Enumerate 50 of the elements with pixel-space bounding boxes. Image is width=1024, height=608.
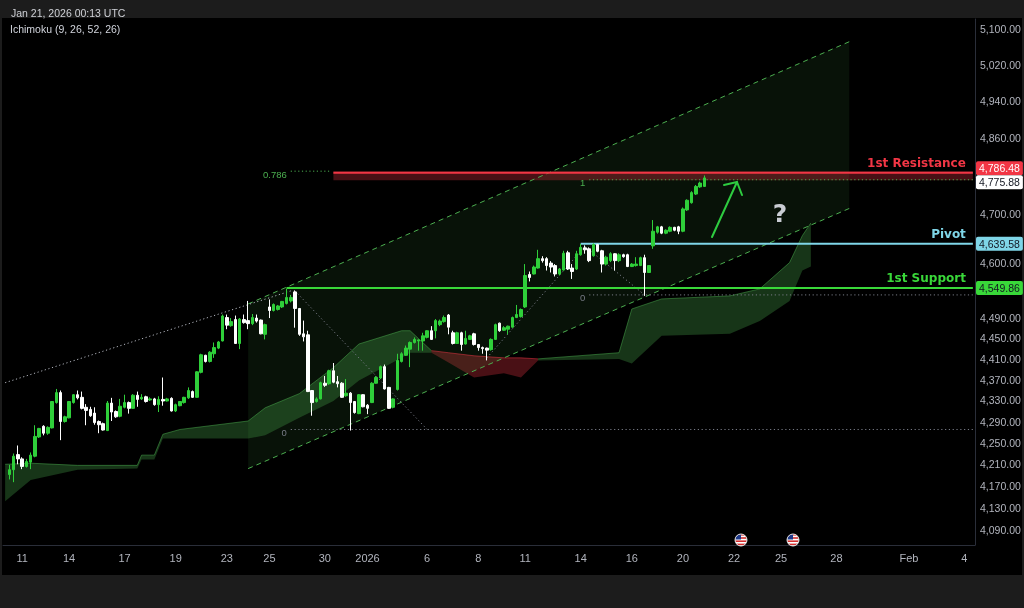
x-tick-label: 19 — [169, 551, 182, 564]
x-tick-label: 22 — [728, 551, 741, 564]
x-tick-label: 25 — [774, 551, 788, 564]
x-tick-label: Feb — [899, 551, 919, 564]
x-tick-label: 11 — [519, 551, 531, 564]
x-tick-label: 2026 — [355, 551, 380, 564]
x-tick-label: 8 — [475, 551, 482, 564]
x-tick-label: 28 — [830, 551, 843, 564]
y-tick-label: 5,100.00 — [980, 22, 1022, 35]
y-tick-label: 4,250.00 — [980, 436, 1022, 449]
y-tick-label: 4,090.00 — [980, 523, 1022, 536]
legend-label: 1st Resistance — [867, 155, 966, 170]
y-tick-label: 4,170.00 — [980, 479, 1022, 492]
data-label: 4,549.86 — [979, 281, 1021, 294]
y-tick-label: 4,330.00 — [980, 394, 1022, 407]
series-label: Pivot — [931, 226, 967, 241]
chart-title: Jan 21, 2026 00:13 UTC — [11, 6, 126, 19]
annotation: ? — [772, 198, 788, 228]
x-tick-label: 14 — [62, 551, 76, 564]
y-tick-label: 4,410.00 — [980, 352, 1022, 365]
x-tick-label: 30 — [318, 551, 331, 564]
x-tick-label: 11 — [16, 551, 28, 564]
series-label: 0 — [579, 292, 586, 304]
data-label: 4,639.58 — [979, 237, 1021, 250]
y-tick-label: 4,600.00 — [980, 257, 1022, 270]
y-tick-label: 5,020.00 — [980, 58, 1022, 71]
x-tick-label: 16 — [625, 551, 638, 564]
text: 4,775.88 — [979, 176, 1020, 189]
series-label: 0 — [281, 426, 287, 438]
data-label: 4,786.48 — [979, 162, 1021, 175]
x-tick-label: 20 — [676, 551, 690, 564]
x-tick-label: 14 — [574, 551, 587, 564]
x-tick-label: 17 — [118, 551, 131, 564]
y-tick-label: 4,130.00 — [980, 501, 1022, 514]
y-tick-label: 4,860.00 — [980, 132, 1022, 145]
series-label: 0.786 — [262, 168, 287, 180]
y-tick-label: 4,210.00 — [980, 458, 1022, 471]
y-tick-label: 4,940.00 — [980, 95, 1022, 108]
y-tick-label: 4,490.00 — [980, 312, 1022, 325]
y-tick-label: 4,290.00 — [980, 415, 1022, 428]
x-tick-label: 25 — [263, 551, 276, 564]
x-tick-label: 4 — [961, 551, 968, 564]
y-tick-label: 4,450.00 — [980, 332, 1022, 345]
annotation: Ichimoku (9, 26, 52, 26) — [10, 23, 121, 35]
series-label: 1 — [579, 177, 586, 189]
series-label: 1st Support — [886, 270, 967, 285]
y-tick-label: 4,370.00 — [980, 373, 1022, 386]
x-tick-label: 23 — [220, 551, 233, 564]
y-tick-label: 4,700.00 — [980, 208, 1022, 221]
x-tick-label: 6 — [424, 551, 431, 564]
